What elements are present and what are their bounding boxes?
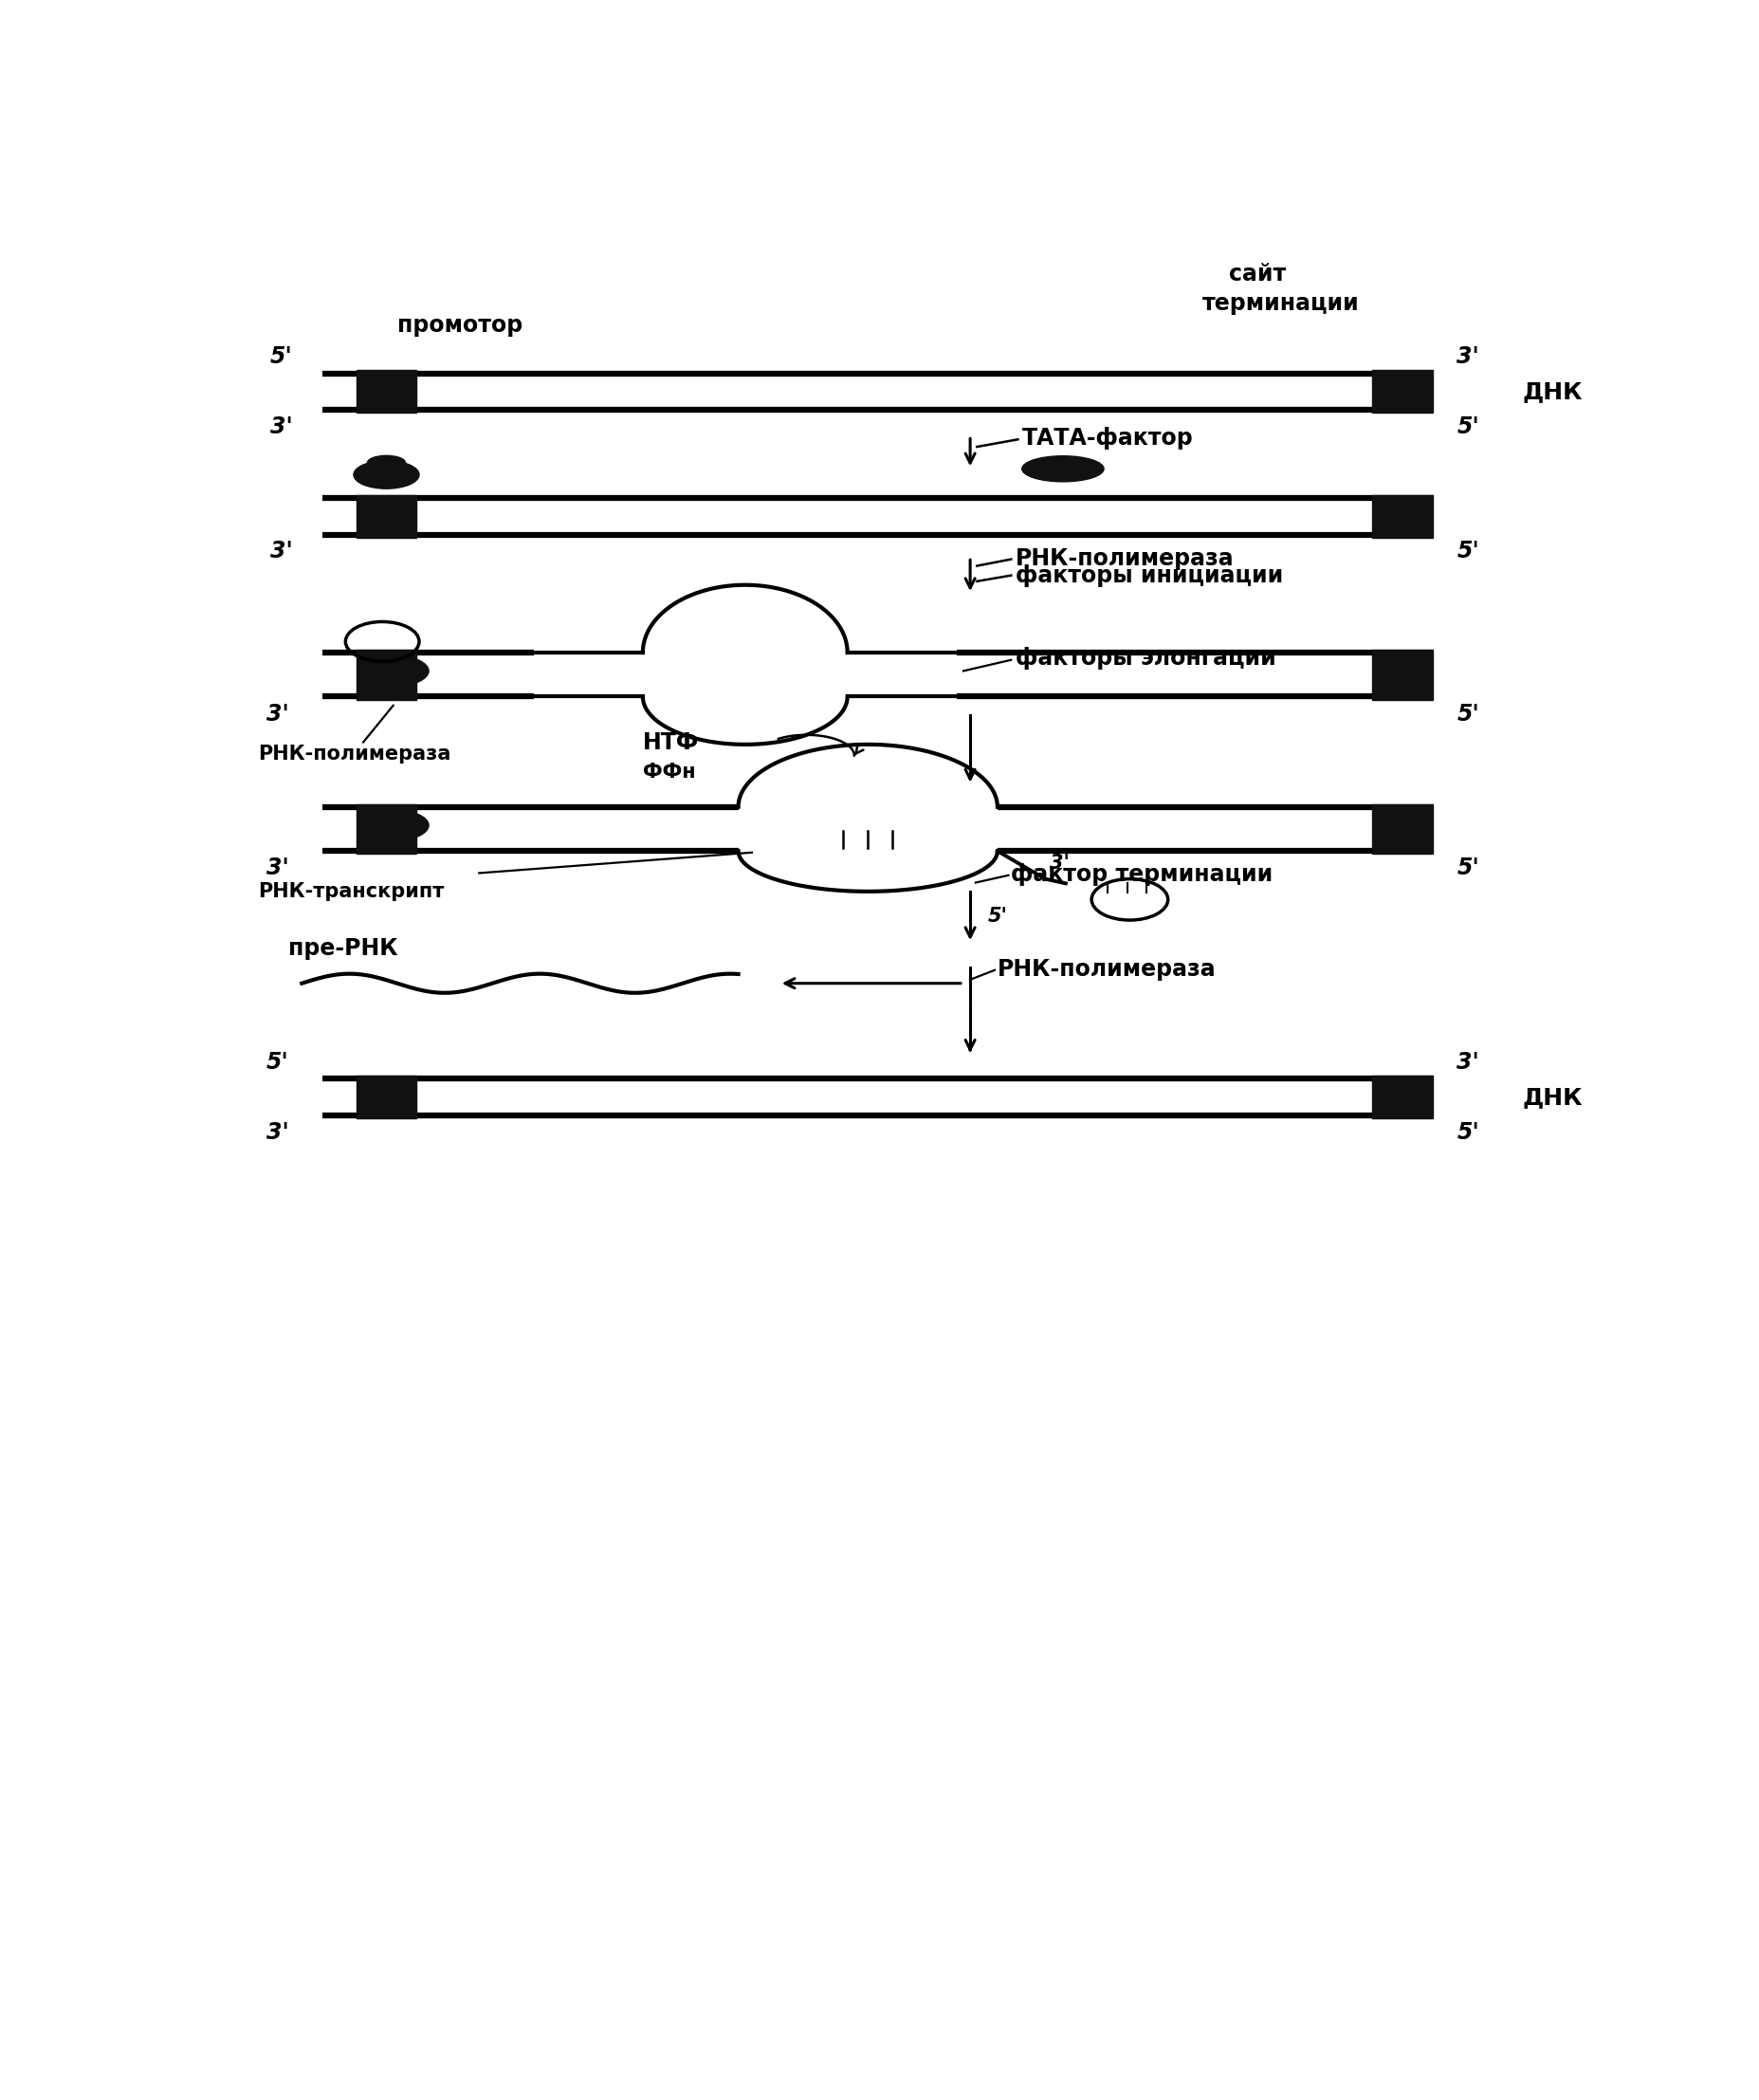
Text: 5': 5' bbox=[269, 344, 292, 368]
Text: 5': 5' bbox=[1456, 704, 1479, 724]
Text: 5': 5' bbox=[1456, 857, 1479, 880]
Ellipse shape bbox=[368, 456, 405, 470]
Bar bbox=[1372, 649, 1432, 699]
Bar bbox=[355, 1075, 417, 1119]
Text: факторы элонгации: факторы элонгации bbox=[1015, 647, 1275, 670]
Text: факторы инициации: факторы инициации bbox=[1015, 565, 1282, 586]
Bar bbox=[1372, 804, 1432, 855]
Text: РНК-полимераза: РНК-полимераза bbox=[997, 958, 1215, 981]
Text: ДНК: ДНК bbox=[1522, 380, 1581, 403]
Text: 3': 3' bbox=[1048, 855, 1068, 874]
Text: фактор терминации: фактор терминации bbox=[1011, 863, 1272, 886]
Text: 5': 5' bbox=[1456, 416, 1479, 439]
Text: 3': 3' bbox=[266, 1121, 288, 1145]
Text: НТФ: НТФ bbox=[642, 731, 698, 754]
Text: ТАТА-фактор: ТАТА-фактор bbox=[1022, 426, 1193, 449]
Ellipse shape bbox=[1022, 456, 1103, 481]
Ellipse shape bbox=[357, 655, 429, 687]
Text: ДНК: ДНК bbox=[1522, 1086, 1581, 1109]
Text: 5': 5' bbox=[987, 907, 1006, 926]
Text: 3': 3' bbox=[1456, 1050, 1479, 1073]
Text: 3': 3' bbox=[269, 540, 292, 563]
Text: пре-РНК: пре-РНК bbox=[288, 937, 398, 960]
Text: 3': 3' bbox=[269, 416, 292, 439]
Text: РНК-полимераза: РНК-полимераза bbox=[259, 746, 450, 764]
Text: терминации: терминации bbox=[1201, 292, 1358, 315]
Text: 5': 5' bbox=[266, 1050, 288, 1073]
Text: РНК-транскрипт: РНК-транскрипт bbox=[259, 882, 445, 901]
Text: промотор: промотор bbox=[398, 315, 522, 336]
Bar bbox=[355, 804, 417, 855]
Bar bbox=[1372, 496, 1432, 538]
Text: 5': 5' bbox=[1456, 540, 1479, 563]
Ellipse shape bbox=[357, 811, 429, 840]
Text: 5': 5' bbox=[1456, 1121, 1479, 1145]
Text: ФФн: ФФн bbox=[642, 762, 695, 781]
Text: РНК-полимераза: РНК-полимераза bbox=[1015, 548, 1233, 569]
Bar bbox=[355, 649, 417, 699]
Bar bbox=[1372, 1075, 1432, 1119]
Bar bbox=[355, 370, 417, 414]
Ellipse shape bbox=[354, 460, 419, 489]
Bar bbox=[355, 496, 417, 538]
Text: 3': 3' bbox=[266, 704, 288, 724]
Text: 3': 3' bbox=[266, 857, 288, 880]
Text: 3': 3' bbox=[1456, 344, 1479, 368]
Text: сайт: сайт bbox=[1230, 262, 1286, 286]
Bar bbox=[1372, 370, 1432, 414]
